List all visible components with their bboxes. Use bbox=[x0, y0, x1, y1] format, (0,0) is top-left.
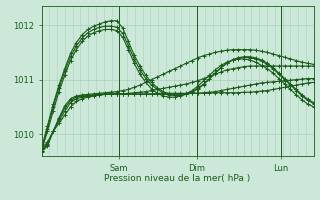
X-axis label: Pression niveau de la mer( hPa ): Pression niveau de la mer( hPa ) bbox=[104, 174, 251, 183]
